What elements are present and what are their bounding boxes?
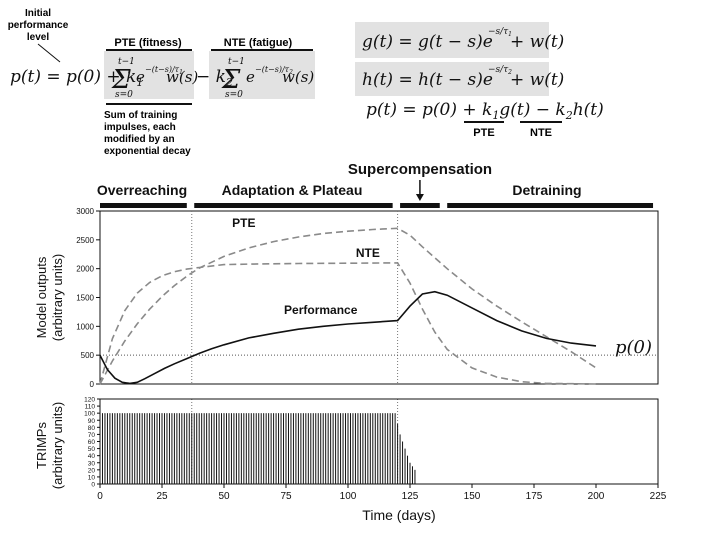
svg-text:t−1: t−1 xyxy=(228,57,245,67)
chart2-xtick-label-9: 225 xyxy=(650,491,667,502)
svg-text:p(t) = p(0) + k1: p(t) = p(0) + k1 xyxy=(10,67,143,89)
recursive-formulas: g(t) = g(t − s)e −s/τ1 + w(t) h(t) = h(t… xyxy=(362,27,604,122)
sum-label-line3: modified by an xyxy=(104,134,175,145)
chart2-ytick-label-9: 90 xyxy=(88,418,96,425)
main-formula: p(t) = p(0) + k1 t−1 Σ s=0 e −(t−s)/τ1 w… xyxy=(10,57,314,100)
chart2-xtick-label-2: 50 xyxy=(218,491,230,502)
sum-label-line2: impulses, each xyxy=(104,122,176,133)
chart2-ytick-label-8: 80 xyxy=(88,425,96,432)
model-outputs-chart: 0 500 1000 1500 2000 2500 3000 Model outputs (ar… xyxy=(34,207,659,484)
svg-text:Σ: Σ xyxy=(111,65,131,95)
chart2-ytick-label-3: 30 xyxy=(88,460,96,467)
series-annotation-0: PTE xyxy=(232,216,255,230)
svg-text:−s/τ1: −s/τ1 xyxy=(488,27,512,38)
svg-text:− k2: − k2 xyxy=(196,67,233,89)
chart2-ylabel-line2: (arbitrary units) xyxy=(50,402,65,489)
chart1-ytick-label-4: 2000 xyxy=(76,265,94,274)
g-formula-box xyxy=(355,22,549,58)
phase-bar-3 xyxy=(447,203,654,208)
chart2-ytick-label-11: 110 xyxy=(85,404,96,411)
phase-label-0: Overreaching xyxy=(97,182,187,198)
chart2-xtick-label-3: 75 xyxy=(280,491,292,502)
svg-text:s=0: s=0 xyxy=(225,90,243,100)
series-annotation-1: NTE xyxy=(356,246,380,260)
chart2-ytick-label-4: 40 xyxy=(88,453,96,460)
series-line-pte xyxy=(99,227,597,385)
svg-text:−(t−s)/τ2: −(t−s)/τ2 xyxy=(255,65,293,76)
svg-text:−s/τ2: −s/τ2 xyxy=(488,65,512,76)
chart2-ytick-label-2: 20 xyxy=(88,467,96,474)
chart1-ytick-label-1: 500 xyxy=(81,351,95,360)
svg-text:Σ: Σ xyxy=(221,65,241,95)
phase-bar-0 xyxy=(100,203,187,208)
pte-short-label: PTE xyxy=(473,127,494,139)
chart2-xtick-label-1: 25 xyxy=(156,491,168,502)
chart1-ytick-label-5: 2500 xyxy=(76,236,94,245)
phase-bar-2 xyxy=(400,203,440,208)
pte-sum-box xyxy=(104,51,194,99)
chart2-frame xyxy=(99,398,659,485)
chart2-xtick-label-6: 150 xyxy=(464,491,481,502)
chart2-xtick-label-8: 200 xyxy=(588,491,605,502)
chart1-ytick-label-3: 1500 xyxy=(76,294,94,303)
supercompensation-arrow-head xyxy=(415,194,424,201)
chart1-ytick-label-2: 1000 xyxy=(76,322,94,331)
chart2-xlabel: Time (days) xyxy=(362,507,435,523)
chart1-ytick-label-0: 0 xyxy=(90,380,95,389)
series-line-nte xyxy=(99,262,597,385)
chart2-xtick-label-4: 100 xyxy=(340,491,357,502)
chart2-ytick-label-5: 50 xyxy=(88,446,96,453)
chart2-xtick-label-0: 0 xyxy=(97,491,103,502)
nte-short-label: NTE xyxy=(530,127,552,139)
svg-text:p(t) = p(0) + k1g(t) − k2h(t): p(t) = p(0) + k1g(t) − k2h(t) xyxy=(366,100,604,122)
chart1-p0-label: p(0) xyxy=(615,337,652,358)
chart1-ytick-label-6: 3000 xyxy=(76,207,94,216)
chart1-ylabel-line2: (arbitrary units) xyxy=(50,254,65,341)
chart1-ylabel-line1: Model outputs xyxy=(34,256,49,338)
chart2-xtick-label-5: 125 xyxy=(402,491,419,502)
phase-bar-1 xyxy=(194,203,393,208)
chart2-ytick-label-10: 100 xyxy=(84,411,95,418)
svg-text:w(s): w(s) xyxy=(166,68,198,86)
svg-text:h(t) = h(t − s)e: h(t) = h(t − s)e xyxy=(362,70,493,90)
initial-label-line3: level xyxy=(27,32,49,43)
sum-label-line1: Sum of training xyxy=(104,110,177,121)
chart2-ylabel-line1: TRIMPs xyxy=(34,422,49,469)
phase-label-3: Detraining xyxy=(512,182,581,198)
chart1-frame xyxy=(99,210,659,385)
phase-bars: Overreaching Adaptation & Plateau Supercom… xyxy=(97,161,654,208)
chart2-ytick-label-7: 70 xyxy=(88,432,96,439)
svg-text:e: e xyxy=(136,68,145,86)
chart2-ytick-label-0: 0 xyxy=(91,482,95,489)
nte-fatigue-label: NTE (fatigue) xyxy=(224,37,293,49)
svg-text:−(t−s)/τ1: −(t−s)/τ1 xyxy=(145,65,183,76)
h-formula-box xyxy=(355,62,549,96)
sum-label-line4: exponential decay xyxy=(104,146,191,157)
pte-fitness-label: PTE (fitness) xyxy=(114,37,182,49)
svg-text:t−1: t−1 xyxy=(118,57,135,67)
series-annotation-2: Performance xyxy=(284,303,358,317)
chart2-ytick-label-12: 120 xyxy=(84,397,95,404)
phase-label-2: Supercompensation xyxy=(348,161,492,178)
svg-text:+ w(t): + w(t) xyxy=(510,70,564,90)
chart2-xtick-label-7: 175 xyxy=(526,491,543,502)
chart2-ytick-label-6: 60 xyxy=(88,439,96,446)
nte-sum-box xyxy=(209,51,315,99)
series-line-performance xyxy=(99,290,597,385)
phase-label-1: Adaptation & Plateau xyxy=(222,182,363,198)
initial-pointer xyxy=(37,43,61,63)
svg-text:+ w(t): + w(t) xyxy=(510,32,564,52)
equations-panel: Initial performance level PTE (fitness) … xyxy=(8,8,604,157)
initial-label-line2: performance xyxy=(8,20,69,31)
svg-text:s=0: s=0 xyxy=(115,90,133,100)
initial-label-line1: Initial xyxy=(25,8,51,19)
chart2-ytick-label-1: 10 xyxy=(88,474,96,481)
svg-text:w(s): w(s) xyxy=(282,68,314,86)
svg-text:g(t) = g(t − s)e: g(t) = g(t − s)e xyxy=(362,32,493,52)
svg-text:e: e xyxy=(246,68,255,86)
